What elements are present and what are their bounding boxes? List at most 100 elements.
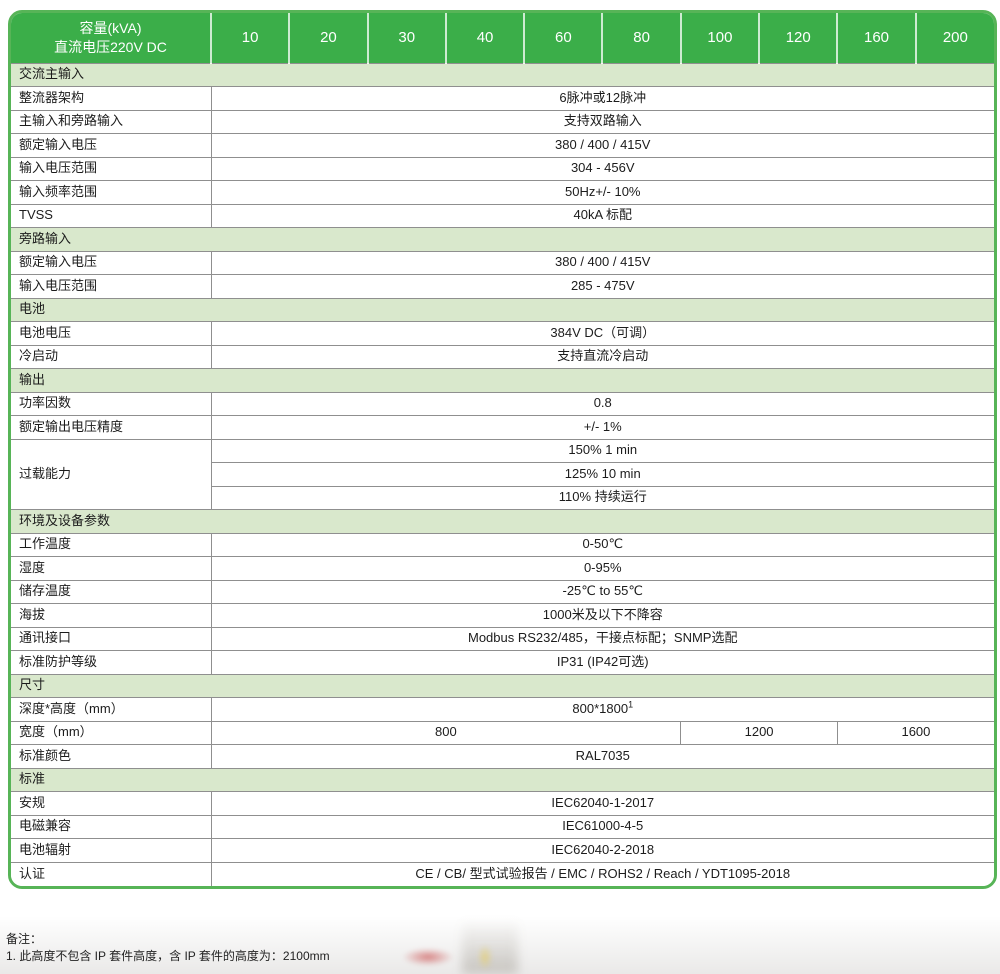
- spec-row-label: 深度*高度（mm）: [11, 697, 212, 722]
- capacity-header-row: 容量(kVA) 直流电压220V DC 10 20 30 40 60 80 100 120 16…: [11, 13, 994, 63]
- footnote-ref: 1: [628, 699, 634, 710]
- section-header: 环境及设备参数: [11, 509, 994, 534]
- section-row: 环境及设备参数: [11, 509, 994, 534]
- spec-row-label: TVSS: [11, 203, 212, 228]
- spec-row-label: 认证: [11, 861, 212, 886]
- spec-row: 海拔 1000米及以下不降容: [11, 603, 994, 628]
- section-header: 尺寸: [11, 673, 994, 698]
- section-row: 交流主输入: [11, 62, 994, 87]
- capacity-column-100: 100: [679, 13, 760, 63]
- spec-row-value: 0.8: [210, 391, 994, 416]
- spec-row-value: 800: [210, 720, 682, 745]
- spec-row: 电磁兼容 IEC61000-4-5: [11, 814, 994, 839]
- spec-row: 认证 CE / CB/ 型式试验报告 / EMC / ROHS2 / Reach …: [11, 861, 994, 886]
- spec-row-value: 支持直流冷启动: [210, 344, 994, 369]
- spec-row-label: 功率因数: [11, 391, 212, 416]
- spec-row: 储存温度 -25℃ to 55℃: [11, 579, 994, 604]
- spec-row-value: 1600: [836, 720, 994, 745]
- spec-table-grid: 容量(kVA) 直流电压220V DC 10 20 30 40 60 80 100 120 16…: [11, 13, 994, 886]
- spec-row-value: IEC62040-1-2017: [210, 791, 994, 816]
- spec-row-value: IEC62040-2-2018: [210, 838, 994, 863]
- spec-row-value: Modbus RS232/485，干接点标配；SNMP选配: [210, 626, 994, 651]
- spec-row-value: 支持双路输入: [210, 109, 994, 134]
- spec-row-value: 800*18001: [210, 697, 994, 722]
- section-row: 旁路输入: [11, 227, 994, 252]
- capacity-column-200: 200: [914, 13, 994, 63]
- spec-row-label: 主输入和旁路输入: [11, 109, 212, 134]
- header-title-line2: 直流电压220V DC: [54, 38, 167, 55]
- spec-row: 110% 持续运行: [11, 485, 994, 510]
- spec-row-label: 工作温度: [11, 532, 212, 557]
- spec-row: 主输入和旁路输入 支持双路输入: [11, 109, 994, 134]
- spec-row-value: 0-95%: [210, 556, 994, 581]
- spec-row: 工作温度 0-50℃: [11, 532, 994, 557]
- spec-row: 电池电压 384V DC（可调）: [11, 321, 994, 346]
- spec-row: 输入电压范围 285 - 475V: [11, 274, 994, 299]
- spec-row-label: 输入电压范围: [11, 156, 212, 181]
- spec-row: 过载能力 150% 1 min: [11, 438, 994, 510]
- background-photo: [0, 916, 1000, 974]
- capacity-column-20: 20: [288, 13, 368, 63]
- section-header: 电池: [11, 297, 994, 322]
- section-row: 电池: [11, 297, 994, 322]
- spec-row: 电池辐射 IEC62040-2-2018: [11, 838, 994, 863]
- spec-row: 通讯接口 Modbus RS232/485，干接点标配；SNMP选配: [11, 626, 994, 651]
- section-header: 旁路输入: [11, 227, 994, 252]
- spec-row: TVSS 40kA 标配: [11, 203, 994, 228]
- spec-row: 功率因数 0.8: [11, 391, 994, 416]
- spec-row-label: 宽度（mm）: [11, 720, 212, 745]
- spec-row-value: IEC61000-4-5: [210, 814, 994, 839]
- header-title-line1: 容量(kVA): [79, 19, 142, 36]
- capacity-column-120: 120: [758, 13, 838, 63]
- spec-row-value: 110% 持续运行: [211, 485, 994, 510]
- section-header: 输出: [11, 368, 994, 393]
- background-photo-red-lights: [402, 948, 454, 966]
- spec-row-value: 150% 1 min: [210, 438, 994, 463]
- spec-row-value: 1200: [680, 720, 838, 745]
- spec-row-value: 380 / 400 / 415V: [210, 250, 994, 275]
- spec-row-value: CE / CB/ 型式试验报告 / EMC / ROHS2 / Reach / …: [210, 861, 994, 886]
- spec-row: 安规 IEC62040-1-2017: [11, 791, 994, 816]
- spec-row: 输入频率范围 50Hz+/- 10%: [11, 180, 994, 205]
- spec-row: 额定输出电压精度 +/- 1%: [11, 415, 994, 440]
- spec-row-label: 额定输出电压精度: [11, 415, 212, 440]
- spec-row: 额定输入电压 380 / 400 / 415V: [11, 133, 994, 158]
- spec-table: 容量(kVA) 直流电压220V DC 10 20 30 40 60 80 100 120 16…: [8, 10, 997, 889]
- spec-row: 标准防护等级 IP31 (IP42可选): [11, 650, 994, 675]
- spec-row-value: 380 / 400 / 415V: [210, 133, 994, 158]
- spec-row-label: 输入电压范围: [11, 274, 212, 299]
- notes: 备注： 1. 此高度不包含 IP 套件高度，含 IP 套件的高度为：2100mm: [6, 931, 330, 965]
- spec-row-value: 304 - 456V: [210, 156, 994, 181]
- capacity-column-10: 10: [209, 13, 290, 63]
- spec-row-label: 电池电压: [11, 321, 212, 346]
- spec-row-value: +/- 1%: [210, 415, 994, 440]
- spec-row: 额定输入电压 380 / 400 / 415V: [11, 250, 994, 275]
- capacity-column-40: 40: [444, 13, 525, 63]
- section-row: 输出: [11, 368, 994, 393]
- spec-row-label: 储存温度: [11, 579, 212, 604]
- spec-row-value: 384V DC（可调）: [210, 321, 994, 346]
- section-row: 标准: [11, 767, 994, 792]
- spec-row-label: 过载能力: [11, 438, 212, 510]
- spec-row-label: 冷启动: [11, 344, 212, 369]
- spec-row-value: 50Hz+/- 10%: [210, 180, 994, 205]
- spec-row-value: 0-50℃: [210, 532, 994, 557]
- spec-row-label: 额定输入电压: [11, 133, 212, 158]
- section-row: 尺寸: [11, 673, 994, 698]
- spec-row-value: 125% 10 min: [211, 462, 994, 487]
- spec-row: 湿度 0-95%: [11, 556, 994, 581]
- spec-row-value: RAL7035: [210, 744, 994, 769]
- spec-row-label: 标准颜色: [11, 744, 212, 769]
- capacity-column-30: 30: [366, 13, 446, 63]
- spec-row-value: -25℃ to 55℃: [210, 579, 994, 604]
- header-capacity-label: 容量(kVA) 直流电压220V DC: [11, 13, 211, 63]
- spec-row-label: 海拔: [11, 603, 212, 628]
- spec-row-value: 40kA 标配: [210, 203, 994, 228]
- background-photo-yellow-light: [477, 944, 493, 970]
- spec-row-label: 电磁兼容: [11, 814, 212, 839]
- section-header: 交流主输入: [11, 62, 994, 87]
- capacity-column-60: 60: [523, 13, 603, 63]
- spec-row-value: 285 - 475V: [210, 274, 994, 299]
- spec-row: 深度*高度（mm） 800*18001: [11, 697, 994, 722]
- spec-row-label: 湿度: [11, 556, 212, 581]
